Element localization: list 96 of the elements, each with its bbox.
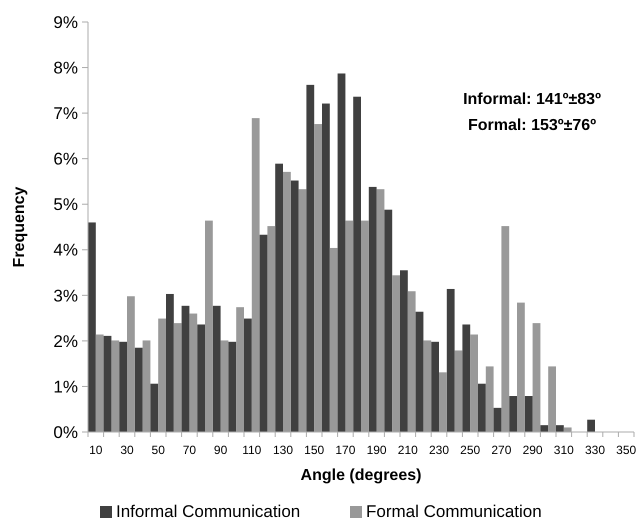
y-tick-label: 4% bbox=[53, 240, 78, 260]
bar bbox=[220, 340, 228, 432]
bar bbox=[517, 302, 525, 432]
bar bbox=[494, 408, 502, 432]
x-tick-label: 270 bbox=[491, 443, 512, 457]
bar bbox=[501, 226, 510, 432]
bar bbox=[205, 220, 213, 432]
legend-label: Informal Communication bbox=[116, 502, 300, 521]
bar bbox=[454, 350, 462, 432]
y-tick-label: 2% bbox=[53, 332, 78, 351]
bar bbox=[446, 288, 455, 432]
bar bbox=[368, 186, 377, 432]
x-tick-label: 110 bbox=[242, 443, 262, 457]
x-tick-label: 290 bbox=[522, 443, 543, 457]
bar bbox=[462, 324, 470, 432]
bar bbox=[283, 172, 291, 432]
bar bbox=[361, 220, 369, 432]
x-tick-label: 130 bbox=[272, 443, 294, 457]
bar bbox=[298, 189, 306, 432]
bar bbox=[189, 314, 198, 432]
x-tick-label: 190 bbox=[366, 443, 387, 457]
bar bbox=[134, 348, 143, 432]
x-tick-label: 70 bbox=[182, 443, 196, 457]
bar bbox=[431, 342, 439, 432]
bar bbox=[111, 340, 120, 432]
x-tick-label: 10 bbox=[89, 443, 103, 457]
x-tick-label: 330 bbox=[584, 443, 606, 457]
x-tick-label: 50 bbox=[152, 443, 166, 457]
bar bbox=[587, 420, 595, 432]
y-tick-label: 3% bbox=[53, 286, 78, 306]
bar bbox=[478, 384, 486, 432]
bar bbox=[486, 366, 494, 432]
x-tick-label: 310 bbox=[554, 443, 574, 457]
legend-label: Formal Communication bbox=[366, 502, 542, 521]
bar bbox=[540, 425, 548, 432]
bar bbox=[267, 226, 276, 432]
bar bbox=[166, 294, 174, 432]
bar bbox=[212, 306, 221, 432]
y-tick-label: 1% bbox=[53, 377, 78, 396]
x-axis-title: Angle (degrees) bbox=[300, 467, 422, 484]
bar bbox=[88, 222, 96, 432]
bar bbox=[228, 342, 236, 432]
bar bbox=[384, 210, 392, 432]
bar bbox=[314, 124, 322, 432]
y-tick-label: 9% bbox=[53, 12, 78, 32]
bar bbox=[104, 336, 112, 432]
bar bbox=[509, 396, 517, 432]
bar bbox=[158, 318, 166, 432]
x-tick-label: 30 bbox=[120, 443, 134, 457]
bar bbox=[236, 307, 244, 432]
y-tick-label: 7% bbox=[53, 104, 78, 124]
x-tick-label: 150 bbox=[304, 443, 325, 457]
annotation: Formal: 153º±76º bbox=[468, 117, 596, 134]
bar bbox=[119, 342, 127, 432]
bar bbox=[408, 291, 416, 432]
bar bbox=[548, 366, 556, 432]
bar bbox=[470, 334, 478, 432]
bar bbox=[182, 306, 190, 432]
bar bbox=[423, 340, 432, 432]
annotation: Informal: 141º±83º bbox=[463, 91, 602, 108]
bar bbox=[524, 396, 533, 432]
bar bbox=[376, 189, 384, 432]
bar bbox=[322, 104, 330, 432]
bar bbox=[252, 118, 260, 432]
bar bbox=[260, 234, 268, 432]
bar bbox=[174, 323, 182, 432]
x-tick-label: 210 bbox=[398, 443, 418, 457]
bar bbox=[416, 312, 424, 432]
bar bbox=[338, 73, 346, 432]
bar bbox=[353, 96, 361, 432]
bar bbox=[142, 340, 150, 432]
bar bbox=[330, 248, 338, 432]
bar bbox=[400, 270, 408, 432]
y-axis-title: Frequency bbox=[11, 186, 28, 268]
bar bbox=[532, 323, 540, 432]
bar bbox=[392, 275, 400, 432]
y-tick-label: 8% bbox=[53, 58, 78, 78]
bar bbox=[150, 384, 158, 432]
y-tick-label: 5% bbox=[53, 195, 78, 214]
x-tick-label: 90 bbox=[214, 443, 228, 457]
bar bbox=[127, 296, 135, 432]
y-tick-label: 6% bbox=[53, 150, 78, 169]
x-tick-label: 230 bbox=[428, 443, 450, 457]
x-tick-label: 170 bbox=[335, 443, 356, 457]
bar bbox=[306, 84, 314, 432]
bar bbox=[556, 425, 564, 432]
bar bbox=[439, 372, 447, 432]
bar bbox=[96, 334, 104, 432]
bar bbox=[244, 318, 252, 432]
bar bbox=[197, 324, 205, 432]
bar bbox=[345, 220, 354, 432]
x-tick-label: 250 bbox=[460, 443, 481, 457]
bar bbox=[275, 164, 283, 432]
y-tick-label: 0% bbox=[53, 422, 78, 442]
bar bbox=[290, 180, 299, 432]
x-tick-label: 350 bbox=[616, 443, 637, 457]
